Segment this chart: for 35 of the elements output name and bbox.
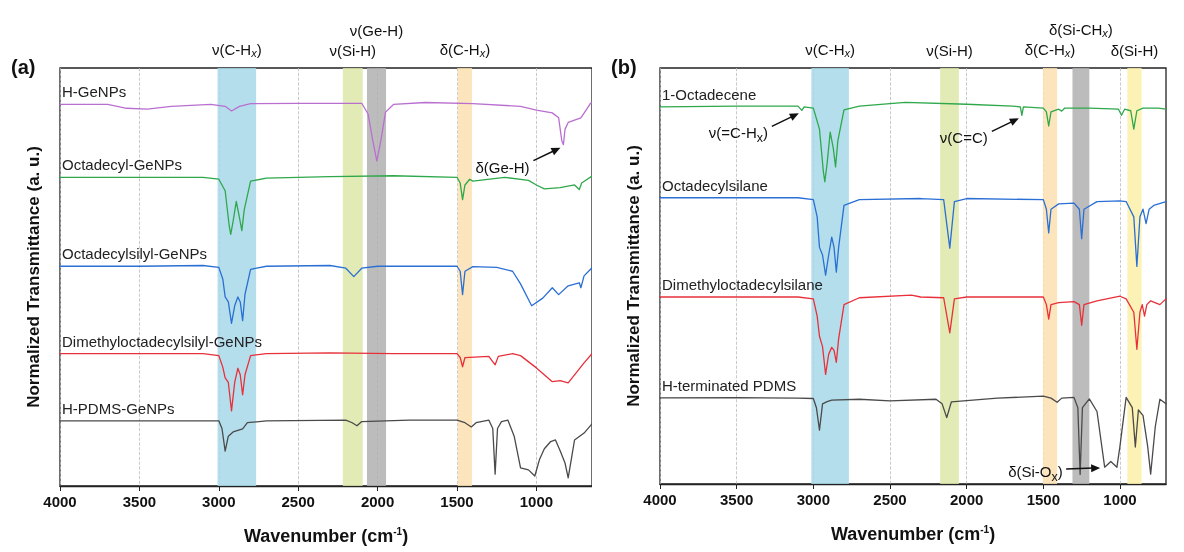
series-label: H-PDMS-GeNPs (61, 399, 175, 417)
annotation: ν(=C-H$_{x}$) (708, 124, 768, 148)
x-tick-label: 2000 (949, 491, 984, 508)
series-label: Octadecyl-GeNPs (61, 156, 183, 174)
annotation: ν(C=C) (939, 129, 988, 147)
chart-title: (a) (11, 56, 36, 78)
y-axis-title: Normalized Transmittance (a. u.) (24, 146, 43, 408)
chart-title: (b) (611, 56, 637, 78)
y-axis-title: Normalized Transmittance (a. u.) (624, 145, 643, 407)
x-tick-label: 1000 (1103, 491, 1137, 508)
x-tick-label: 1500 (440, 493, 474, 510)
series-label: Dimethyloctadecylsilane (661, 275, 823, 293)
x-tick-label: 1000 (519, 493, 554, 510)
x-tick-label: 3500 (719, 491, 754, 508)
x-tick-label: 2500 (873, 491, 907, 508)
x-tick-label: 4000 (643, 491, 677, 508)
series-label: Octadecylsilane (661, 176, 768, 194)
x-tick-label: 3500 (122, 493, 157, 510)
x-tick-label: 2000 (360, 493, 395, 510)
x-tick-label: 3000 (796, 491, 831, 508)
x-tick-label: 4000 (43, 493, 77, 510)
annotation: δ(Ge-H) (475, 158, 530, 176)
band-label: ν(Ge-H) (349, 22, 404, 39)
series-label: H-GeNPs (61, 83, 127, 101)
x-tick-label: 2500 (281, 493, 315, 510)
series-label: Octadecylsilyl-GeNPs (61, 245, 208, 263)
x-tick-label: 1500 (1026, 491, 1061, 508)
series-label: H-terminated PDMS (661, 376, 797, 394)
band-label: δ(Si-H) (1110, 42, 1159, 59)
band-label: ν(Si-H) (329, 42, 377, 59)
x-tick-label: 3000 (202, 493, 236, 510)
band-label: ν(Si-H) (926, 42, 973, 59)
series-label: Dimethyloctadecylsilyl-GeNPs (61, 332, 263, 350)
annotation: δ(Si-O$_{x}$) (1008, 462, 1063, 486)
series-label: 1-Octadecene (661, 85, 757, 103)
